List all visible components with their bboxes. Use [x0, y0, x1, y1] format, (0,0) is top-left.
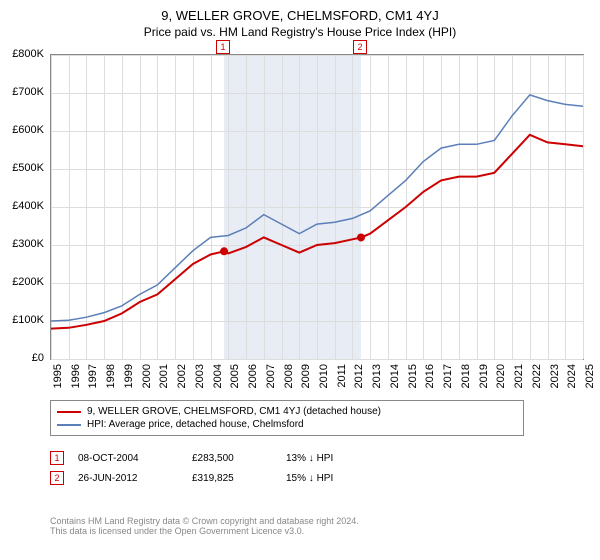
- chart-title: 9, WELLER GROVE, CHELMSFORD, CM1 4YJ: [0, 0, 600, 23]
- x-tick-label: 2009: [300, 364, 312, 394]
- x-tick-label: 2019: [478, 364, 490, 394]
- x-tick-label: 2003: [194, 364, 206, 394]
- x-tick-label: 1995: [52, 364, 64, 394]
- footer-attribution: Contains HM Land Registry data © Crown c…: [50, 516, 359, 536]
- y-tick-label: £400K: [0, 200, 44, 212]
- legend-item: HPI: Average price, detached house, Chel…: [57, 418, 517, 431]
- x-tick-label: 1999: [123, 364, 135, 394]
- x-tick-label: 2022: [531, 364, 543, 394]
- transaction-table: 1 08-OCT-2004 £283,500 13% ↓ HPI 2 26-JUN-201…: [50, 448, 333, 488]
- x-tick-label: 2021: [513, 364, 525, 394]
- x-tick-label: 2016: [424, 364, 436, 394]
- y-tick-label: £0: [0, 352, 44, 364]
- x-tick-label: 2020: [495, 364, 507, 394]
- transaction-pct: 13% ↓ HPI: [286, 453, 333, 464]
- x-tick-label: 2008: [283, 364, 295, 394]
- legend-label: 9, WELLER GROVE, CHELMSFORD, CM1 4YJ (de…: [87, 406, 381, 417]
- footer-line1: Contains HM Land Registry data © Crown c…: [50, 516, 359, 526]
- x-tick-label: 2024: [566, 364, 578, 394]
- y-tick-label: £500K: [0, 162, 44, 174]
- x-tick-label: 2015: [407, 364, 419, 394]
- legend-swatch: [57, 411, 81, 413]
- x-tick-label: 2005: [229, 364, 241, 394]
- legend-item: 9, WELLER GROVE, CHELMSFORD, CM1 4YJ (de…: [57, 405, 517, 418]
- legend-box: 9, WELLER GROVE, CHELMSFORD, CM1 4YJ (de…: [50, 400, 524, 436]
- chart-subtitle: Price paid vs. HM Land Registry's House …: [0, 23, 600, 43]
- x-tick-label: 1997: [87, 364, 99, 394]
- y-tick-label: £200K: [0, 276, 44, 288]
- chart-container: 9, WELLER GROVE, CHELMSFORD, CM1 4YJ Pri…: [0, 0, 600, 560]
- y-tick-label: £800K: [0, 48, 44, 60]
- chart-marker-2: 2: [353, 40, 367, 54]
- chart-marker-1: 1: [216, 40, 230, 54]
- transaction-row: 2 26-JUN-2012 £319,825 15% ↓ HPI: [50, 468, 333, 488]
- y-tick-label: £600K: [0, 124, 44, 136]
- x-tick-label: 2013: [371, 364, 383, 394]
- x-tick-label: 2012: [353, 364, 365, 394]
- y-tick-label: £300K: [0, 238, 44, 250]
- x-tick-label: 2004: [212, 364, 224, 394]
- x-tick-label: 2007: [265, 364, 277, 394]
- legend-swatch: [57, 424, 81, 426]
- footer-line2: This data is licensed under the Open Gov…: [50, 526, 359, 536]
- x-tick-label: 2006: [247, 364, 259, 394]
- transaction-price: £319,825: [192, 473, 272, 484]
- transaction-marker: 2: [50, 471, 64, 485]
- x-tick-label: 2000: [141, 364, 153, 394]
- transaction-pct: 15% ↓ HPI: [286, 473, 333, 484]
- x-tick-label: 2025: [584, 364, 596, 394]
- x-tick-label: 1998: [105, 364, 117, 394]
- plot-area: [50, 54, 584, 360]
- legend-label: HPI: Average price, detached house, Chel…: [87, 419, 304, 430]
- transaction-date: 08-OCT-2004: [78, 453, 178, 464]
- x-tick-label: 2010: [318, 364, 330, 394]
- y-tick-label: £100K: [0, 314, 44, 326]
- x-tick-label: 2018: [460, 364, 472, 394]
- x-tick-label: 2017: [442, 364, 454, 394]
- y-tick-label: £700K: [0, 86, 44, 98]
- x-tick-label: 2002: [176, 364, 188, 394]
- transaction-marker: 1: [50, 451, 64, 465]
- transaction-date: 26-JUN-2012: [78, 473, 178, 484]
- x-tick-label: 2023: [549, 364, 561, 394]
- transaction-row: 1 08-OCT-2004 £283,500 13% ↓ HPI: [50, 448, 333, 468]
- x-tick-label: 2001: [158, 364, 170, 394]
- x-tick-label: 2011: [336, 364, 348, 394]
- x-tick-label: 1996: [70, 364, 82, 394]
- x-tick-label: 2014: [389, 364, 401, 394]
- transaction-price: £283,500: [192, 453, 272, 464]
